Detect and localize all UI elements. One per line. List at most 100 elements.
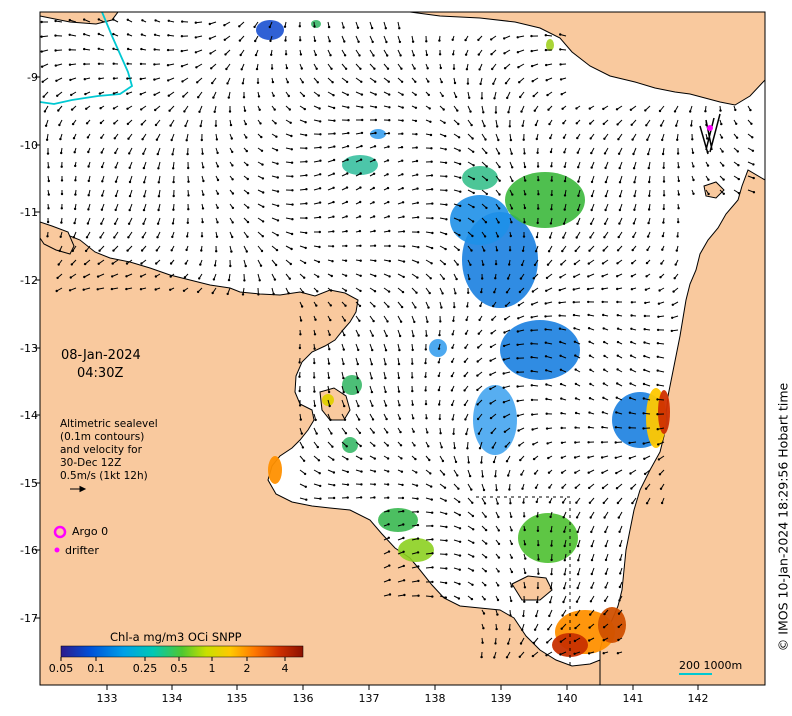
- chl-patch: [658, 390, 670, 434]
- velocity-arrow-head: [415, 484, 419, 487]
- velocity-arrow-head: [345, 80, 349, 84]
- velocity-arrow-head: [359, 496, 363, 499]
- velocity-arrow-head: [386, 67, 390, 70]
- velocity-arrow-head: [604, 194, 608, 198]
- velocity-arrow-head: [677, 179, 680, 183]
- velocity-arrow-head: [313, 39, 317, 42]
- velocity-arrow-head: [615, 487, 619, 490]
- velocity-arrow-head: [454, 460, 458, 464]
- velocity-arrow-head: [442, 108, 445, 111]
- velocity-arrow-head: [197, 96, 200, 99]
- velocity-arrow-head: [424, 402, 428, 406]
- velocity-arrow-head: [480, 97, 484, 100]
- velocity-arrow-head: [74, 193, 77, 196]
- velocity-arrow-head: [659, 487, 663, 490]
- velocity-arrow-head: [290, 134, 293, 138]
- velocity-arrow-head: [244, 122, 247, 126]
- velocity-arrow-head: [386, 173, 389, 176]
- velocity-arrow-head: [535, 614, 538, 618]
- velocity-arrow-head: [510, 542, 513, 546]
- velocity-arrow-head: [331, 245, 335, 248]
- velocity-arrow-head: [305, 160, 308, 163]
- velocity-arrow-head: [589, 516, 592, 519]
- velocity-arrow-head: [40, 50, 43, 53]
- velocity-arrow-head: [575, 107, 578, 110]
- velocity-arrow-head: [508, 249, 512, 252]
- velocity-arrow-head: [472, 150, 475, 153]
- velocity-arrow-head: [657, 302, 661, 305]
- velocity-arrow-head: [231, 150, 234, 154]
- velocity-arrow-head: [313, 361, 316, 365]
- velocity-arrow-head: [517, 317, 520, 320]
- chl-patch: [378, 508, 418, 532]
- velocity-arrow-head: [469, 110, 472, 113]
- velocity-arrow-head: [632, 222, 636, 225]
- velocity-arrow-head: [616, 354, 619, 357]
- velocity-arrow-head: [476, 360, 479, 363]
- velocity-arrow-head: [602, 249, 605, 252]
- velocity-arrow-head: [589, 382, 592, 386]
- velocity-arrow-head: [254, 39, 257, 43]
- velocity-arrow-head: [202, 193, 205, 196]
- velocity-arrow-head: [201, 152, 204, 155]
- velocity-arrow-head: [484, 584, 487, 587]
- velocity-arrow-head: [453, 81, 457, 85]
- velocity-arrow-head: [373, 244, 377, 247]
- velocity-arrow-head: [357, 348, 360, 352]
- velocity-arrow-head: [472, 541, 475, 544]
- velocity-arrow-head: [330, 67, 333, 71]
- velocity-arrow-head: [615, 396, 618, 399]
- velocity-arrow-head: [735, 136, 739, 139]
- velocity-arrow-head: [563, 544, 566, 548]
- velocity-arrow-head: [373, 483, 376, 486]
- velocity-arrow-head: [483, 124, 486, 128]
- velocity-arrow-head: [519, 458, 522, 462]
- velocity-arrow-head: [575, 613, 578, 617]
- velocity-arrow-head: [576, 222, 579, 225]
- velocity-arrow-head: [411, 403, 414, 406]
- velocity-arrow-head: [509, 234, 512, 238]
- velocity-arrow-head: [648, 194, 651, 197]
- velocity-arrow-head: [305, 216, 308, 220]
- velocity-arrow-head: [618, 181, 622, 184]
- lat-label: -15: [20, 477, 38, 490]
- velocity-arrow-head: [269, 39, 272, 43]
- velocity-arrow-head: [451, 38, 454, 41]
- velocity-arrow-head: [477, 432, 481, 435]
- velocity-arrow-head: [356, 377, 359, 380]
- velocity-arrow-head: [520, 473, 523, 476]
- velocity-arrow-head: [387, 80, 390, 83]
- lon-label: 133: [97, 692, 118, 705]
- velocity-arrow-head: [388, 119, 391, 122]
- velocity-arrow-head: [505, 291, 509, 294]
- velocity-arrow-head: [194, 21, 197, 24]
- velocity-arrow-head: [319, 497, 322, 500]
- velocity-arrow-head: [519, 642, 523, 645]
- velocity-arrow-head: [441, 459, 445, 463]
- velocity-arrow-head: [618, 544, 622, 547]
- lon-label: 136: [293, 692, 314, 705]
- velocity-arrow-head: [399, 54, 402, 57]
- velocity-arrow-head: [644, 288, 648, 291]
- velocity-arrow-head: [196, 290, 200, 294]
- velocity-arrow-head: [274, 263, 278, 267]
- velocity-arrow-head: [255, 67, 259, 71]
- velocity-arrow-head: [415, 291, 418, 294]
- velocity-arrow-head: [454, 292, 457, 295]
- velocity-arrow-head: [498, 179, 501, 182]
- velocity-arrow-head: [333, 484, 336, 487]
- velocity-arrow-head: [587, 652, 591, 655]
- velocity-arrow-head: [183, 276, 187, 279]
- chl-patch: [505, 172, 585, 228]
- velocity-arrow-head: [603, 152, 607, 155]
- velocity-arrow-head: [241, 82, 245, 85]
- velocity-arrow-head: [370, 390, 374, 394]
- velocity-arrow-head: [604, 180, 608, 184]
- velocity-arrow-head: [344, 67, 348, 71]
- velocity-arrow-head: [471, 501, 474, 504]
- velocity-arrow-head: [113, 222, 117, 225]
- velocity-arrow-head: [531, 654, 535, 658]
- velocity-arrow-head: [386, 444, 389, 447]
- velocity-arrow-head: [437, 347, 441, 350]
- velocity-arrow-head: [562, 136, 566, 139]
